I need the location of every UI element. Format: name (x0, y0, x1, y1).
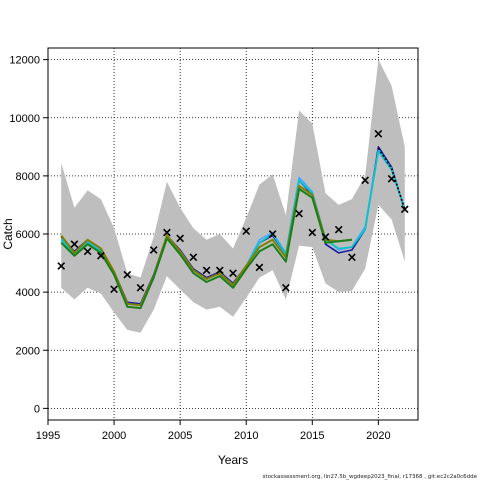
forecast-dotted-line (377, 147, 406, 210)
observed-point (361, 176, 370, 185)
observed-point (57, 262, 66, 270)
observed-point (334, 225, 343, 234)
observed-point (136, 283, 145, 292)
x-tick-label: 2010 (234, 430, 258, 442)
observed-point (255, 263, 264, 272)
observed-point (348, 253, 356, 262)
observed-point (281, 283, 290, 292)
observed-point (242, 227, 251, 235)
x-tick-label: 2015 (300, 430, 324, 442)
observed-point (70, 240, 79, 249)
x-tick-label: 1995 (36, 430, 60, 442)
y-tick-label: 8000 (16, 171, 40, 183)
observed-point (163, 228, 171, 237)
x-tick-label: 2020 (366, 430, 390, 442)
observed-point (374, 129, 383, 138)
series-line-4 (60, 188, 353, 310)
observed-point (308, 228, 317, 237)
footer-text: stockassessment.org, lin27.5b_wgdeep2023… (263, 474, 478, 480)
observed-point (229, 269, 237, 278)
observed-point (176, 234, 185, 243)
y-tick-label: 2000 (16, 345, 40, 357)
observed-point (321, 233, 330, 241)
observed-point (295, 209, 303, 218)
observed-point (400, 205, 409, 214)
confidence-band (61, 59, 405, 333)
observed-point (268, 230, 277, 238)
y-axis-ticks: 0 2000 4000 6000 8000 10000 12000 (9, 55, 48, 415)
observed-point (123, 270, 132, 279)
y-tick-label: 0 (34, 403, 40, 415)
observed-point (189, 253, 198, 262)
observed-point (110, 285, 118, 294)
series-line-3 (60, 185, 353, 307)
y-tick-label: 10000 (9, 113, 40, 125)
observed-point (96, 251, 105, 260)
y-tick-label: 4000 (16, 287, 40, 299)
x-axis-title: Years (218, 453, 248, 467)
y-tick-label: 12000 (9, 55, 40, 67)
x-axis-ticks: 1995 2000 2005 2010 2015 2020 (36, 420, 391, 442)
y-tick-label: 6000 (16, 229, 40, 241)
observed-point (387, 174, 396, 183)
observed-catch-points (57, 129, 409, 294)
y-axis-title: Catch (1, 218, 15, 249)
observed-point (215, 266, 224, 275)
x-tick-label: 2000 (102, 430, 126, 442)
observed-point (149, 246, 158, 254)
observed-point (83, 247, 92, 256)
estimate-series (60, 146, 406, 310)
confidence-band-area (61, 59, 405, 333)
x-tick-label: 2005 (168, 430, 192, 442)
observed-point (202, 266, 211, 275)
